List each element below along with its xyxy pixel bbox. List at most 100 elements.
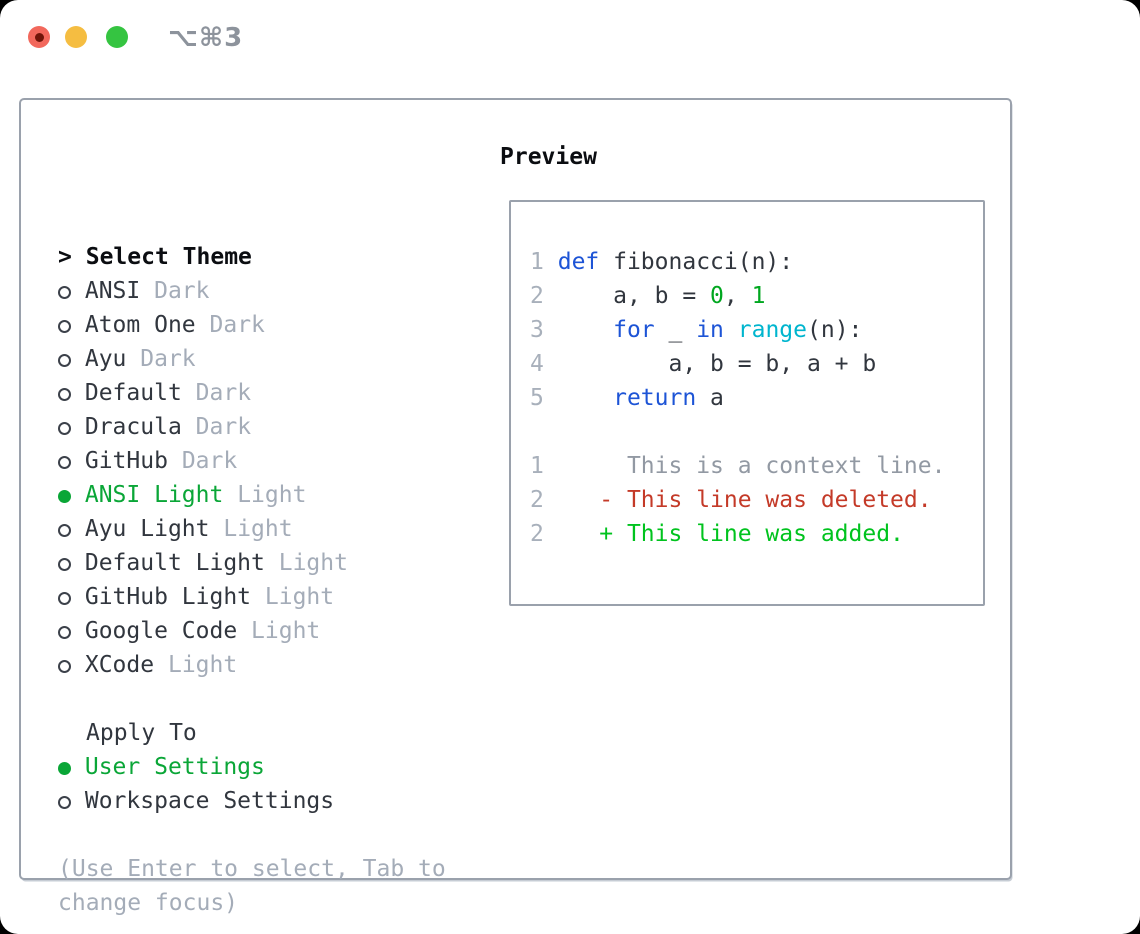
code-line: 5 return a [530,381,983,415]
theme-option[interactable]: Ayu Light Light [58,512,498,546]
option-label: Google Code [84,618,238,644]
close-button[interactable] [28,26,50,48]
code-token-deleted: - This line was deleted. [557,487,932,513]
option-label: ANSI [84,278,141,304]
theme-variant-label: Light [223,516,293,542]
theme-option[interactable]: Google Code Light [58,614,498,648]
code-token-keyword: for [613,317,655,343]
theme-variant-label: Light [237,482,307,508]
code-token-added: + This line was added. [557,521,904,547]
line-number: 5 [530,385,544,411]
radio-icon [58,455,71,469]
zoom-button[interactable] [106,26,128,48]
theme-variant-label: Light [251,618,321,644]
theme-option[interactable]: GitHub Dark [58,444,498,478]
theme-variant-label: Dark [195,380,252,406]
radio-icon [58,353,71,367]
code-token-text: , [723,283,752,309]
theme-option[interactable]: Default Dark [58,376,498,410]
code-token-text [558,385,613,411]
radio-icon [58,387,71,401]
radio-icon [58,625,71,639]
option-label: Dracula [84,414,182,440]
code-token-text: a [696,385,724,411]
theme-list: ANSI Dark Atom One Dark Ayu Dark Default… [58,274,498,682]
theme-variant-label: Dark [181,448,238,474]
radio-icon [58,557,71,571]
theme-option[interactable]: XCode Light [58,648,498,682]
theme-variant-label: Light [264,584,335,610]
theme-list-header: > Select Theme [58,240,498,274]
code-token-text [724,317,738,343]
code-token-function: range [737,317,808,343]
theme-option[interactable]: Dracula Dark [58,410,498,444]
theme-variant-label: Dark [140,346,196,372]
theme-variant-label: Light [167,652,238,678]
radio-icon [58,659,71,673]
line-number: 4 [530,351,544,377]
theme-option[interactable]: ANSI Dark [58,274,498,308]
option-label: Ayu Light [84,516,210,542]
radio-selected-icon [58,761,71,775]
code-token-text [558,317,613,343]
theme-variant-label: Dark [154,278,210,304]
preview-title: Preview [500,144,597,170]
code-line: 4 a, b = b, a + b [530,347,983,381]
apply-to-option[interactable]: Workspace Settings [58,784,498,818]
code-token-text: fibonacci(n): [599,249,794,275]
option-label: Workspace Settings [84,788,335,814]
theme-variant-label: Dark [209,312,265,338]
radio-icon [58,523,71,537]
theme-variant-label: Dark [195,414,252,440]
code-token-context: This is a context line. [557,453,946,479]
theme-option[interactable]: Atom One Dark [58,308,498,342]
code-line: 2 + This line was added. [530,517,983,551]
theme-option[interactable]: Ayu Dark [58,342,498,376]
radio-icon [58,285,71,299]
option-label: Default Light [84,550,265,576]
option-label: Ayu [84,346,127,372]
line-number: 2 [530,521,544,547]
theme-variant-label: Light [278,550,348,576]
select-theme-title: Select Theme [85,244,252,270]
option-label: XCode [84,652,155,678]
apply-to-header: Apply To [58,716,498,750]
code-line: 2 - This line was deleted. [530,483,983,517]
code-token-number: 1 [751,283,766,309]
code-token-number: 0 [710,283,724,309]
radio-selected-icon [58,489,71,503]
code-token-text: _ [654,317,697,343]
theme-column: > Select Theme ANSI Dark Atom One Dark A… [58,240,498,920]
radio-icon [58,795,71,809]
radio-icon [58,319,71,333]
option-label: Atom One [84,312,196,338]
code-line: 1 This is a context line. [530,449,983,483]
radio-icon [58,421,71,435]
option-label: User Settings [84,754,265,780]
code-token-keyword: def [557,249,600,275]
theme-option[interactable]: GitHub Light Light [58,580,498,614]
code-token-keyword: return [613,385,697,411]
line-number: 3 [530,317,544,343]
line-number: 2 [530,487,544,513]
minimize-button[interactable] [65,26,87,48]
window-title: ⌥⌘3 [168,23,244,53]
option-label: Default [84,380,182,406]
apply-to-title: Apply To [86,720,197,746]
code-line [530,415,983,449]
option-label: ANSI Light [84,482,224,508]
code-line: 2 a, b = 0, 1 [530,279,983,313]
keyboard-hint: (Use Enter to select, Tab to change focu… [58,856,446,916]
spacer [58,682,498,716]
apply-to-option[interactable]: User Settings [58,750,498,784]
line-number: 1 [530,249,544,275]
code-token-text: a, b = [557,283,711,309]
radio-icon [58,591,71,605]
line-number: 1 [530,453,544,479]
code-token-text: a, b = b, a + b [557,351,877,377]
theme-option[interactable]: Default Light Light [58,546,498,580]
code-line: 1 def fibonacci(n): [530,245,983,279]
theme-option[interactable]: ANSI Light Light [58,478,498,512]
